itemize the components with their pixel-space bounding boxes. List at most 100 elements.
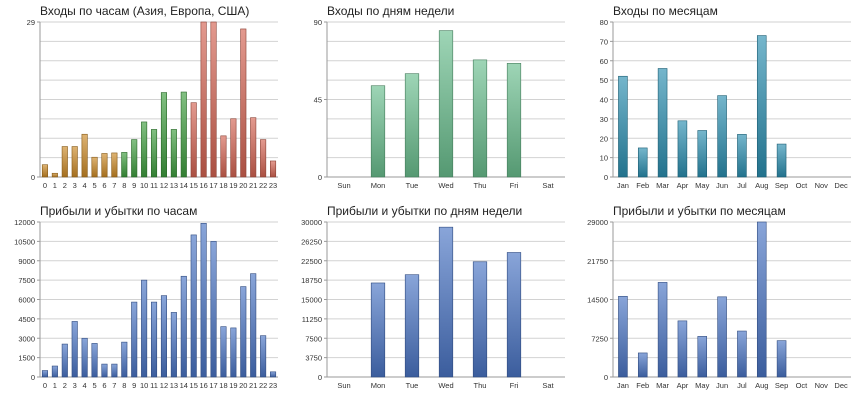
chart-weekday-pnl: Прибыли и убытки по дням недели 0 3750 750… (287, 200, 574, 400)
x-tick-label: 15 (190, 381, 198, 390)
bar-19 (230, 327, 237, 378)
bar-Apr (677, 120, 688, 178)
bar-6 (101, 363, 108, 378)
x-tick-label: 12 (160, 381, 168, 390)
x-tick-label: Jun (716, 181, 728, 190)
bar-18 (220, 135, 227, 178)
bar-20 (240, 28, 247, 178)
bar-2 (61, 343, 68, 378)
y-tick-label: 29 (27, 18, 35, 27)
y-tick-label: 11250 (302, 315, 322, 324)
y-tick-label: 3000 (18, 334, 35, 343)
x-tick-label: Jul (737, 181, 747, 190)
bar-Jun (717, 296, 727, 378)
x-tick-label: Apr (677, 181, 689, 190)
y-tick-label: 80 (600, 18, 608, 27)
bar-Jun (717, 95, 727, 178)
x-tick-label: 13 (170, 381, 178, 390)
x-tick-label: 20 (239, 181, 247, 190)
bar-23 (270, 160, 277, 178)
x-tick-label: 0 (43, 181, 47, 190)
y-tick-label: 29000 (587, 218, 608, 227)
x-tick-label: 21 (249, 181, 257, 190)
x-tick-label: Jul (737, 381, 747, 390)
bar-13 (170, 129, 177, 178)
x-tick-label: 19 (229, 381, 237, 390)
y-tick-label: 70 (600, 37, 608, 46)
x-tick-label: Feb (636, 181, 649, 190)
bar-Apr (677, 320, 688, 378)
x-tick-label: 0 (43, 381, 47, 390)
bar-10 (141, 121, 148, 178)
bar-7 (111, 152, 118, 178)
x-tick-label: 5 (92, 381, 96, 390)
bar-May (697, 336, 708, 378)
x-tick-label: 2 (63, 181, 67, 190)
bar-Jul (737, 330, 747, 378)
bar-7 (111, 363, 118, 378)
bar-5 (91, 156, 98, 178)
x-tick-label: 13 (170, 181, 178, 190)
x-tick-label: Tue (406, 181, 419, 190)
x-tick-label: Mar (656, 381, 669, 390)
bar-0 (41, 370, 48, 378)
x-tick-label: Sep (775, 381, 788, 390)
x-tick-label: 4 (83, 381, 87, 390)
bar-Sep (776, 143, 787, 178)
x-tick-label: Tue (406, 381, 419, 390)
chart-weekday-logins: Входы по дням недели 0 45 90 Sun Mon Tue Wed Th… (287, 0, 574, 200)
bar-23 (270, 371, 277, 378)
x-tick-label: 21 (249, 381, 257, 390)
bar-Jul (737, 134, 747, 178)
x-tick-label: 8 (122, 181, 126, 190)
bar-15 (190, 102, 197, 178)
y-tick-label: 30000 (301, 218, 322, 227)
bar-6 (101, 153, 108, 178)
bar-17 (210, 21, 217, 178)
x-tick-label: 20 (239, 381, 247, 390)
x-tick-label: 18 (219, 381, 227, 390)
bar-May (697, 130, 708, 178)
x-tick-label: 1 (53, 381, 57, 390)
bar-17 (210, 241, 217, 378)
chart-title: Входы по месяцам (613, 4, 718, 18)
chart-title: Входы по дням недели (327, 4, 455, 18)
bar-8 (121, 341, 128, 378)
bar-12 (160, 295, 167, 378)
x-tick-label: 1 (53, 181, 57, 190)
bar-21 (250, 273, 257, 378)
x-tick-label: Wed (438, 381, 453, 390)
y-tick-label: 50 (600, 76, 608, 85)
bar-11 (151, 301, 158, 378)
bar-14 (180, 91, 187, 178)
x-tick-label: 17 (209, 381, 217, 390)
y-tick-label: 15000 (301, 296, 322, 305)
x-tick-label: Oct (796, 181, 809, 190)
bar-8 (121, 152, 128, 178)
bar-10 (141, 279, 148, 378)
x-tick-label: 19 (229, 181, 237, 190)
y-tick-label: 0 (318, 173, 322, 182)
x-tick-label: Aug (755, 381, 768, 390)
bar-14 (180, 275, 187, 378)
x-tick-label: 16 (199, 381, 207, 390)
bar-20 (240, 286, 247, 378)
x-tick-label: Thu (474, 181, 487, 190)
y-tick-label: 22500 (301, 257, 322, 266)
bar-18 (220, 326, 227, 378)
x-tick-label: 23 (269, 181, 277, 190)
x-tick-label: May (695, 181, 709, 190)
bar-1 (51, 172, 58, 178)
x-tick-label: Sat (542, 381, 554, 390)
bar-21 (250, 117, 257, 178)
y-tick-label: 0 (31, 173, 35, 182)
x-tick-label: 15 (190, 181, 198, 190)
x-tick-label: Sat (542, 181, 554, 190)
x-tick-label: Fri (510, 381, 519, 390)
bar-9 (131, 301, 138, 378)
bar-Feb (637, 147, 648, 178)
y-tick-label: 60 (600, 57, 608, 66)
x-tick-label: 10 (140, 181, 148, 190)
x-tick-label: Thu (474, 381, 487, 390)
chart-svg: 0 45 90 Sun Mon Tue Wed Thu Fri Sat (314, 18, 565, 190)
